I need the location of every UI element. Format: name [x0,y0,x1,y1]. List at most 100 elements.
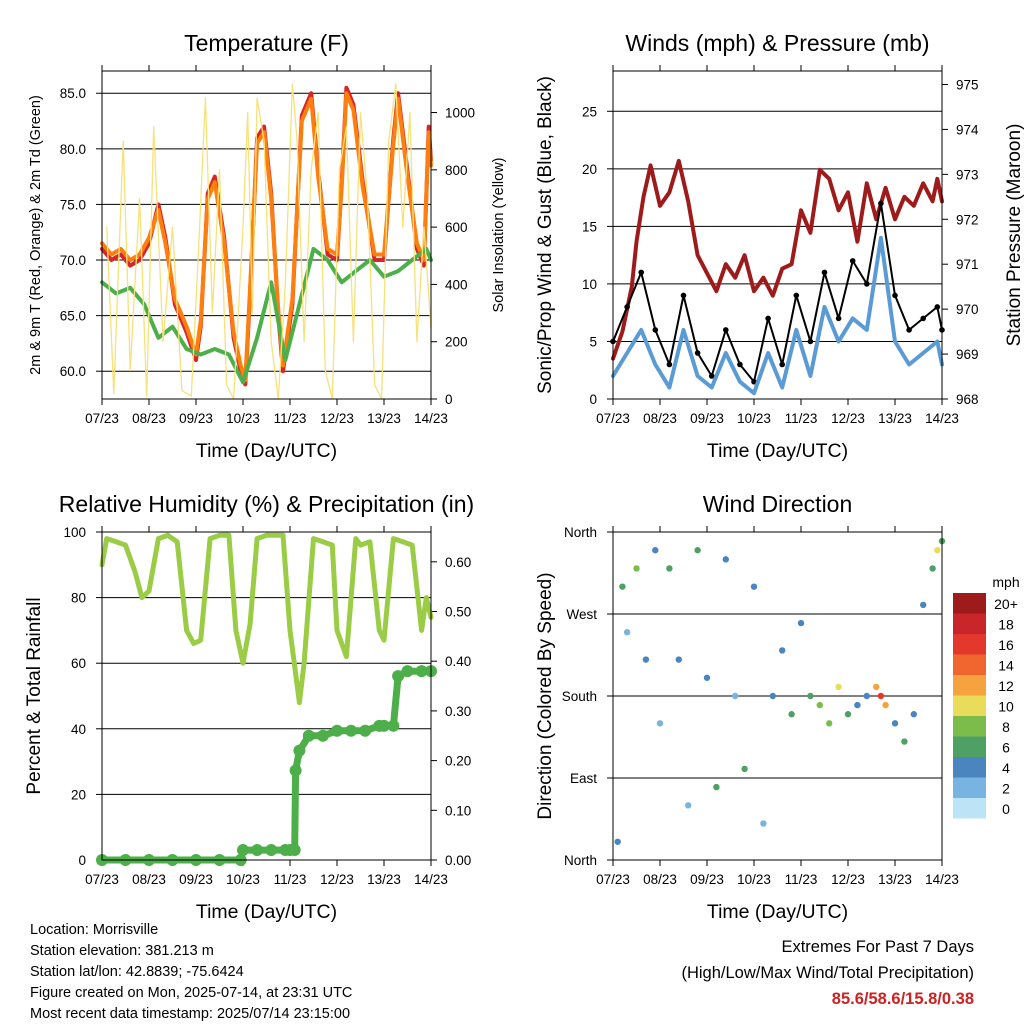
p4-wind-point [614,838,621,845]
p4-wind-point [835,683,842,691]
p1-ytick-label: 80.0 [60,142,86,157]
p4-ytick-label: North [564,525,597,540]
legend-swatch [953,634,986,655]
p3-y2tick-label: 0.40 [445,654,471,669]
p3-xtick-label: 11/23 [274,872,307,887]
latlon-text: Station lat/lon: 42.8839; -75.6424 [30,964,244,980]
p4-wind-point [713,783,720,791]
p4-wind-point [666,565,673,572]
p3-y2tick-label: 0.00 [445,853,471,868]
p2-y2tick-label: 973 [956,167,979,182]
legend-swatch [953,613,986,634]
p4-wind-point [619,583,626,590]
legend-swatch [953,777,986,798]
p2-y2tick-label: 968 [956,392,979,407]
p1-y2tick-label: 600 [445,220,468,235]
p2-gust-point [807,338,814,345]
p4-wind-point [741,765,748,773]
p4-wind-point [882,701,889,709]
p4-wind-point [910,711,917,718]
p3-precip-point [237,844,249,857]
p1-series-line [100,246,433,385]
p2-gust-point [821,269,828,276]
extremes-title: Extremes For Past 7 Days [781,938,974,956]
p4-xtick-label: 08/23 [643,872,677,887]
legend-swatch [953,716,986,737]
legend-title: mph [992,574,1019,590]
p4-wind-point [652,547,659,554]
p2-gust-point [934,304,941,310]
p4-xtick-label: 14/23 [925,872,959,887]
p2-y2tick-label: 975 [956,77,979,92]
p3-precip-point [345,724,358,737]
p1-series-line [106,83,432,400]
extremes-box: Extremes For Past 7 Days (High/Low/Max W… [681,934,974,1012]
p1-ytick-label: 85.0 [60,86,86,101]
p2-series-line [612,202,943,383]
p2-series-line [611,158,944,361]
p3-title: Relative Humidity (%) & Precipitation (i… [59,491,474,517]
p4-frame [612,531,943,861]
p3-y2tick-label: 0.20 [445,754,471,769]
p3-xtick-label: 13/23 [367,872,401,887]
p3-xtick-label: 08/23 [132,872,166,887]
p3-xlabel: Time (Day/UTC) [196,901,337,923]
p4-wind-point [779,647,786,654]
p4-wind-point [929,565,936,572]
p3-ytick-label: 0 [78,853,86,868]
legend-swatch [953,695,986,716]
p4-wind-point [769,692,776,700]
p2-y2tick-label: 970 [956,302,979,317]
legend-swatch [953,736,986,757]
p4-ytick-label: West [566,607,597,622]
legend-label: 18 [998,617,1014,633]
p1-frame [101,70,432,400]
p2-gust-point [892,292,898,299]
legend-label: 14 [998,658,1014,674]
p3-ytick-label: 100 [63,525,86,540]
p4-xtick-label: 12/23 [831,872,865,887]
p2-gust-point [920,315,926,322]
p4-wind-point [920,601,927,609]
p2-ytick-label: 10 [582,277,597,292]
p2-ytick-label: 5 [589,334,597,349]
p3-xtick-label: 12/23 [320,872,354,887]
p3-ytick-label: 80 [71,591,86,606]
legend-swatch [953,654,986,675]
p2-frame [612,70,943,400]
p3-precip-point [302,729,315,742]
p2-ytick-label: 20 [582,162,597,177]
p3-ylabel: Percent & Total Rainfall [24,597,45,794]
p2-ytick-label: 0 [589,392,597,407]
p2-ylabel: Sonic/Prop Wind & Gust (Blue, Black) [535,76,556,394]
p4-wind-point [623,629,631,636]
p1-xtick-label: 12/23 [320,411,354,426]
p4-wind-point [675,656,682,663]
p2-gust-point [680,292,687,299]
p4-xtick-label: 13/23 [878,872,912,887]
p4-wind-point [807,692,814,700]
p4-ytick-label: South [562,689,597,704]
p4-xtick-label: 11/23 [785,872,818,887]
p1-xtick-label: 14/23 [414,411,448,426]
legend-swatch [953,757,986,778]
p3-xtick-label: 10/23 [226,872,260,887]
p3-precip-point [415,665,428,678]
p1-ytick-label: 60.0 [60,364,86,379]
legend-swatch [953,675,986,696]
p4-wind-point [732,692,739,700]
p1-xtick-label: 10/23 [226,411,260,426]
p2-y2label: Station Pressure (Maroon) [1004,124,1024,347]
p2-gust-point [906,327,912,333]
p2-gust-point [864,281,870,287]
p2-xtick-label: 12/23 [831,411,865,426]
p3-precip-point [392,670,405,683]
p1-ytick-label: 65.0 [60,309,86,324]
p1-xtick-label: 13/23 [367,411,401,426]
legend-label: 0 [1002,801,1010,817]
p2-gust-point [723,327,729,333]
p2-gust-point [652,327,659,333]
p4-xtick-label: 10/23 [737,872,771,887]
p3-precip-point [331,724,343,737]
p3-series-line [98,667,435,864]
